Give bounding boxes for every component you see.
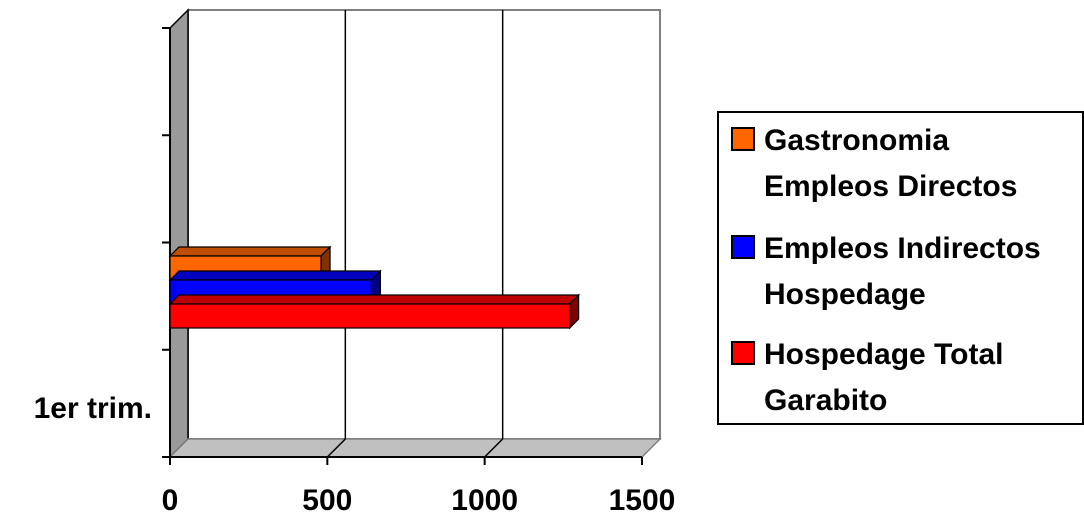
floor: [168, 438, 662, 458]
bars: [168, 245, 581, 330]
x-tick-label: 1000: [451, 484, 518, 517]
legend-swatch: [731, 341, 755, 365]
bar-front-face: [169, 303, 571, 329]
legend-label: Gastronomia: [764, 124, 949, 157]
legend-swatch: [731, 127, 755, 151]
gridline-floor: [484, 438, 504, 458]
category-label: 1er trim.: [34, 392, 152, 425]
legend: Gastronomia Empleos Directos Empleos Indir…: [717, 111, 1084, 425]
bar-3: [168, 293, 581, 330]
legend-label: Hospedage: [764, 278, 926, 311]
back-wall: [187, 9, 661, 440]
x-tick-label: 0: [162, 484, 179, 517]
legend-label: Garabito: [764, 384, 887, 417]
gridline-floor: [326, 438, 346, 458]
gridlines: [326, 10, 504, 458]
legend-swatch: [731, 235, 755, 259]
legend-label: Hospedage Total: [764, 338, 1003, 371]
bar-top-face: [168, 294, 581, 305]
x-tick-label: 500: [302, 484, 352, 517]
legend-label: Empleos Directos: [764, 170, 1017, 203]
bar-top-face: [168, 270, 382, 281]
plot-walls: [168, 8, 662, 459]
x-tick-labels: 0 500 1000 1500: [162, 484, 676, 517]
axes: [162, 27, 643, 465]
legend-label: Empleos Indirectos: [764, 232, 1041, 265]
side-wall: [169, 8, 189, 459]
legend-box: [717, 111, 1084, 425]
x-tick-label: 1500: [609, 484, 676, 517]
bar-top-face: [168, 246, 332, 257]
